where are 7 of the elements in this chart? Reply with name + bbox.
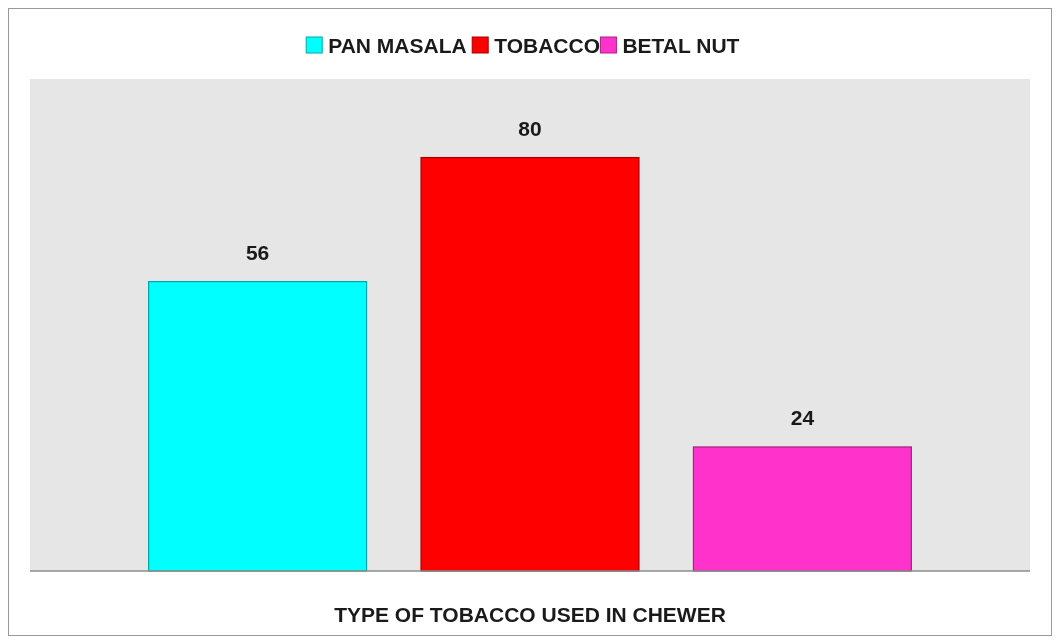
legend-label: PAN MASALA: [328, 34, 467, 57]
data-label: 80: [518, 116, 542, 140]
legend-label: BETAL NUT: [622, 34, 740, 57]
legend-label: TOBACCO: [494, 34, 600, 57]
x-axis-title: TYPE OF TOBACCO USED IN CHEWER: [334, 603, 726, 626]
data-label: 24: [790, 405, 815, 429]
data-label: 56: [245, 240, 270, 264]
